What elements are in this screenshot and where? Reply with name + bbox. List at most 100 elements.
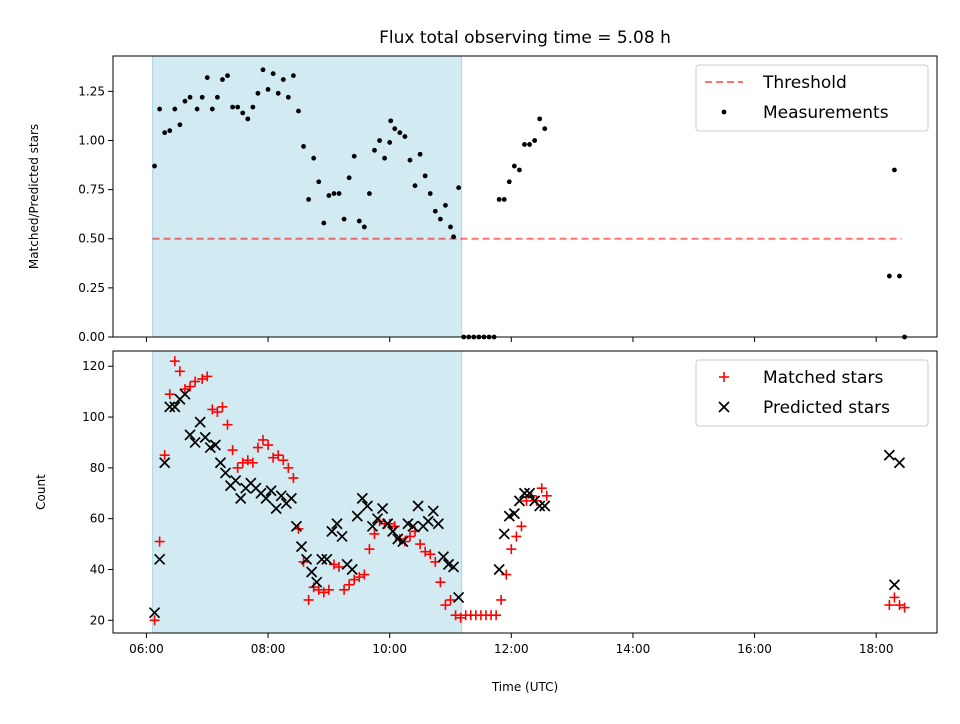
predicted-star-point <box>351 510 363 522</box>
measurement-point <box>506 179 512 185</box>
matched-star-point <box>364 544 375 555</box>
predicted-star-point <box>285 492 297 504</box>
y-tick-label: 40 <box>90 562 105 576</box>
matched-star-point <box>491 610 502 621</box>
measurement-point <box>356 218 362 224</box>
measurement-point <box>209 106 215 112</box>
x-tick-label: 18:00 <box>859 642 894 656</box>
predicted-star-point <box>300 553 313 565</box>
x-tick-label: 12:00 <box>494 642 529 656</box>
matched-star-point <box>159 450 170 461</box>
legend-box <box>695 359 929 427</box>
measurement-point <box>402 134 408 139</box>
matched-star-point <box>252 442 263 453</box>
predicted-star-point <box>518 487 531 499</box>
predicted-star-point <box>260 492 272 504</box>
measurement-point <box>187 94 193 100</box>
predicted-star-point <box>230 474 242 487</box>
measurement-point <box>361 224 367 230</box>
predicted-star-point <box>508 507 520 520</box>
measurement-point <box>336 191 342 196</box>
measurement-point <box>397 130 403 136</box>
predicted-star-point <box>371 513 384 525</box>
matched-star-point <box>440 600 451 611</box>
predicted-star-point <box>493 563 505 576</box>
predicted-star-point <box>453 591 465 604</box>
legend-label: Matched stars <box>763 368 883 388</box>
predicted-star-point <box>306 566 318 578</box>
measurement-point <box>427 191 433 196</box>
matched-star-point <box>263 440 274 450</box>
predicted-star-point <box>270 502 282 515</box>
matched-star-point <box>247 457 258 468</box>
predicted-star-point <box>316 553 328 565</box>
matched-star-point <box>288 473 299 484</box>
measurement-point <box>177 122 183 128</box>
measurement-point <box>517 167 522 173</box>
legend-predicted-swatch <box>718 401 730 413</box>
predicted-star-point <box>321 553 333 565</box>
predicted-star-point <box>893 457 906 469</box>
matched-star-point <box>278 455 289 466</box>
predicted-star-point <box>523 487 536 499</box>
predicted-star-point <box>498 528 510 540</box>
measurement-point <box>172 106 178 112</box>
matched-star-point <box>354 572 365 583</box>
legend-label: Predicted stars <box>763 398 890 418</box>
measurement-point <box>511 163 517 169</box>
y-tick-label: 100 <box>82 410 105 424</box>
measurement-point <box>892 167 897 173</box>
measurement-point <box>367 191 372 196</box>
matched-star-point <box>369 528 380 539</box>
measurement-point <box>496 197 502 202</box>
matched-star-point <box>217 401 228 412</box>
predicted-star-point <box>387 525 399 537</box>
observing-span <box>152 55 463 338</box>
matched-star-point <box>420 546 431 557</box>
matched-star-point <box>359 569 370 580</box>
predicted-star-point <box>148 607 161 619</box>
y-tick-label: 120 <box>82 359 105 373</box>
measurement-point <box>407 157 413 163</box>
predicted-star-point <box>888 579 901 591</box>
predicted-star-point <box>336 530 348 543</box>
matched-star-point <box>536 483 547 494</box>
predicted-star-point <box>184 429 196 441</box>
measurement-point <box>280 77 286 82</box>
matched-star-point <box>179 384 190 395</box>
matched-star-point <box>496 594 507 605</box>
legend: Threshold Measurements <box>695 64 929 132</box>
measurement-point <box>387 140 393 145</box>
predicted-star-point <box>376 502 389 515</box>
predicted-star-point <box>290 520 303 532</box>
predicted-star-point <box>194 416 206 428</box>
measurement-point <box>316 179 322 185</box>
axes-frame <box>112 350 938 634</box>
measurement-point <box>886 273 892 279</box>
chart-title: Flux total observing time = 5.08 h <box>379 28 671 48</box>
predicted-star-point <box>159 457 171 469</box>
measurement-point <box>392 126 398 132</box>
measurement-point <box>167 128 173 134</box>
matched-star-point <box>425 549 436 560</box>
measurement-point <box>182 98 188 104</box>
predicted-star-point <box>265 485 277 497</box>
matched-star-point <box>258 434 269 445</box>
measurement-point <box>346 175 352 181</box>
matched-star-point <box>237 457 248 468</box>
measurement-point <box>451 234 456 240</box>
y-tick-label: 0.25 <box>78 281 105 295</box>
x-tick-label: 16:00 <box>737 642 772 656</box>
measurement-point <box>522 142 527 147</box>
matched-star-point <box>154 536 165 547</box>
measurement-point <box>311 155 317 161</box>
matched-star-point <box>334 561 345 572</box>
measurement-point <box>230 104 235 110</box>
measurement-point <box>296 108 301 114</box>
measurement-point <box>265 87 271 92</box>
measurement-point <box>240 110 246 116</box>
measurement-point <box>214 94 220 100</box>
measurement-point <box>235 104 241 110</box>
measurement-point <box>532 138 538 143</box>
measurement-point <box>245 116 251 122</box>
